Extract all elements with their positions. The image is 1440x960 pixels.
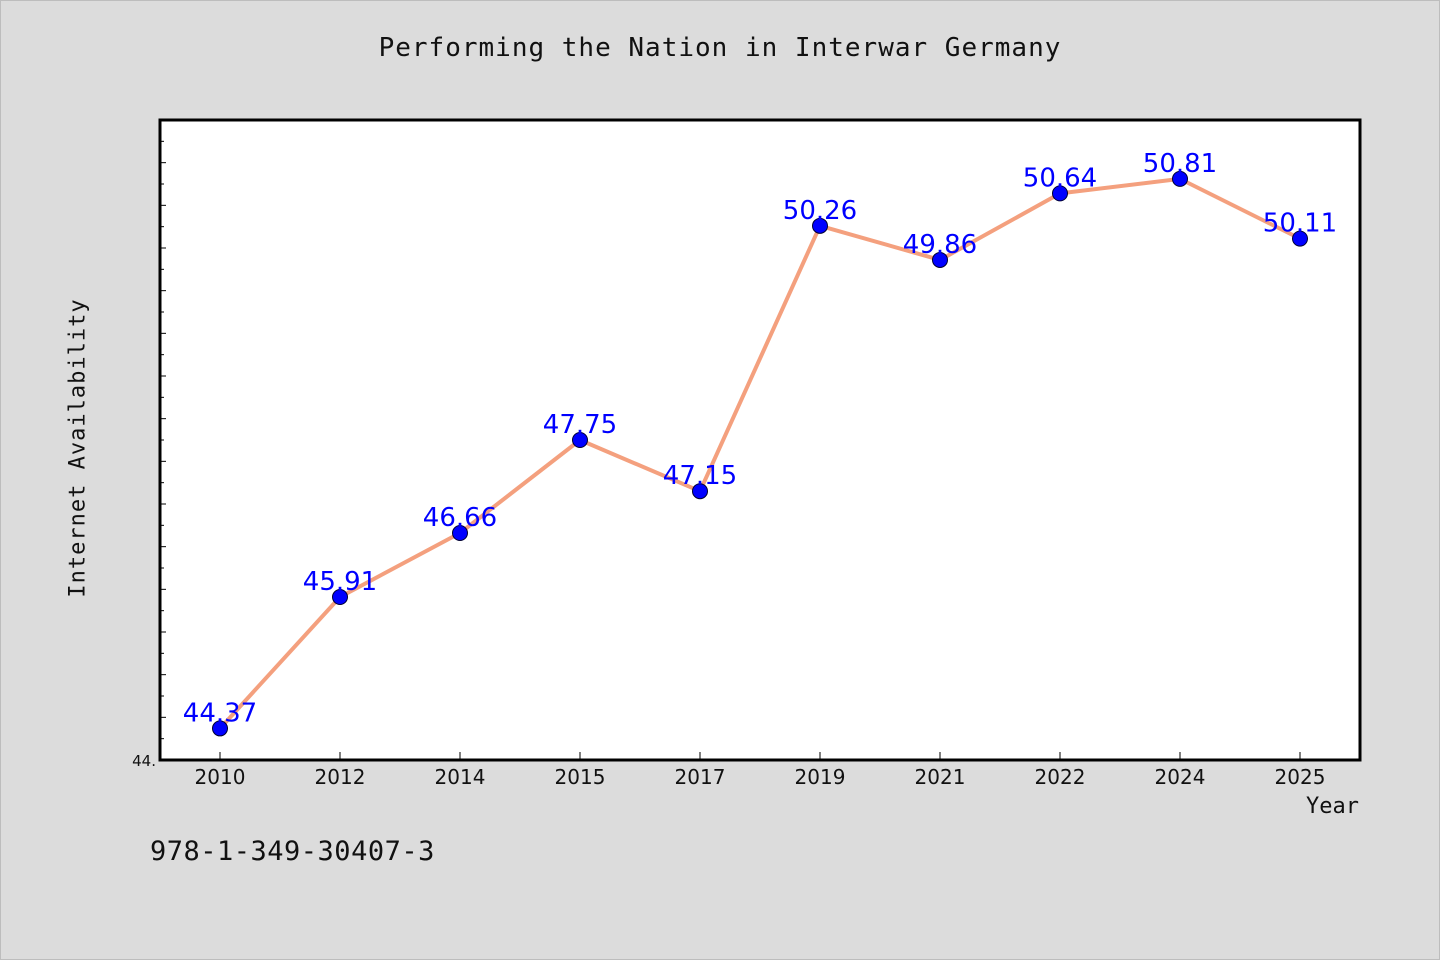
x-tick-label: 2017 xyxy=(675,765,726,789)
data-point xyxy=(1052,185,1068,202)
x-tick-label: 2014 xyxy=(435,765,486,789)
data-label: 50.26 xyxy=(783,196,857,226)
data-point xyxy=(1172,170,1188,187)
data-label: 50.11 xyxy=(1263,209,1337,239)
chart-title: Performing the Nation in Interwar German… xyxy=(378,33,1062,63)
data-point xyxy=(332,589,348,606)
data-point xyxy=(932,251,948,268)
data-point xyxy=(452,525,468,542)
plot-area xyxy=(160,120,1360,760)
data-label: 44.37 xyxy=(183,698,257,728)
x-tick-label: 2012 xyxy=(315,765,366,789)
data-label: 47.75 xyxy=(543,410,617,440)
series-line xyxy=(218,176,1301,730)
data-label: 50.81 xyxy=(1143,149,1217,179)
data-point xyxy=(692,483,708,500)
data-point xyxy=(1292,230,1308,247)
data-label: 45.91 xyxy=(303,567,377,597)
data-label: 47.15 xyxy=(663,461,737,491)
x-tick-label: 2010 xyxy=(195,765,246,789)
x-tick-label: 2021 xyxy=(915,765,966,789)
x-axis-label: Year xyxy=(1306,794,1359,819)
x-tick-label: 2025 xyxy=(1275,765,1326,789)
isbn-text: 978-1-349-30407-3 xyxy=(150,836,435,867)
y-tick-label: 44. xyxy=(132,752,156,770)
data-point xyxy=(572,432,588,448)
x-tick-label: 2022 xyxy=(1035,765,1086,789)
data-label: 50.64 xyxy=(1023,163,1097,193)
x-tick-label: 2019 xyxy=(795,765,846,789)
plot-border xyxy=(158,118,1362,762)
x-tick-label: 2024 xyxy=(1155,765,1206,789)
data-label: 46.66 xyxy=(423,503,497,533)
data-point xyxy=(212,720,228,737)
data-label: 49.86 xyxy=(903,230,977,260)
data-point xyxy=(812,217,828,234)
x-tick-label: 2015 xyxy=(555,765,606,789)
